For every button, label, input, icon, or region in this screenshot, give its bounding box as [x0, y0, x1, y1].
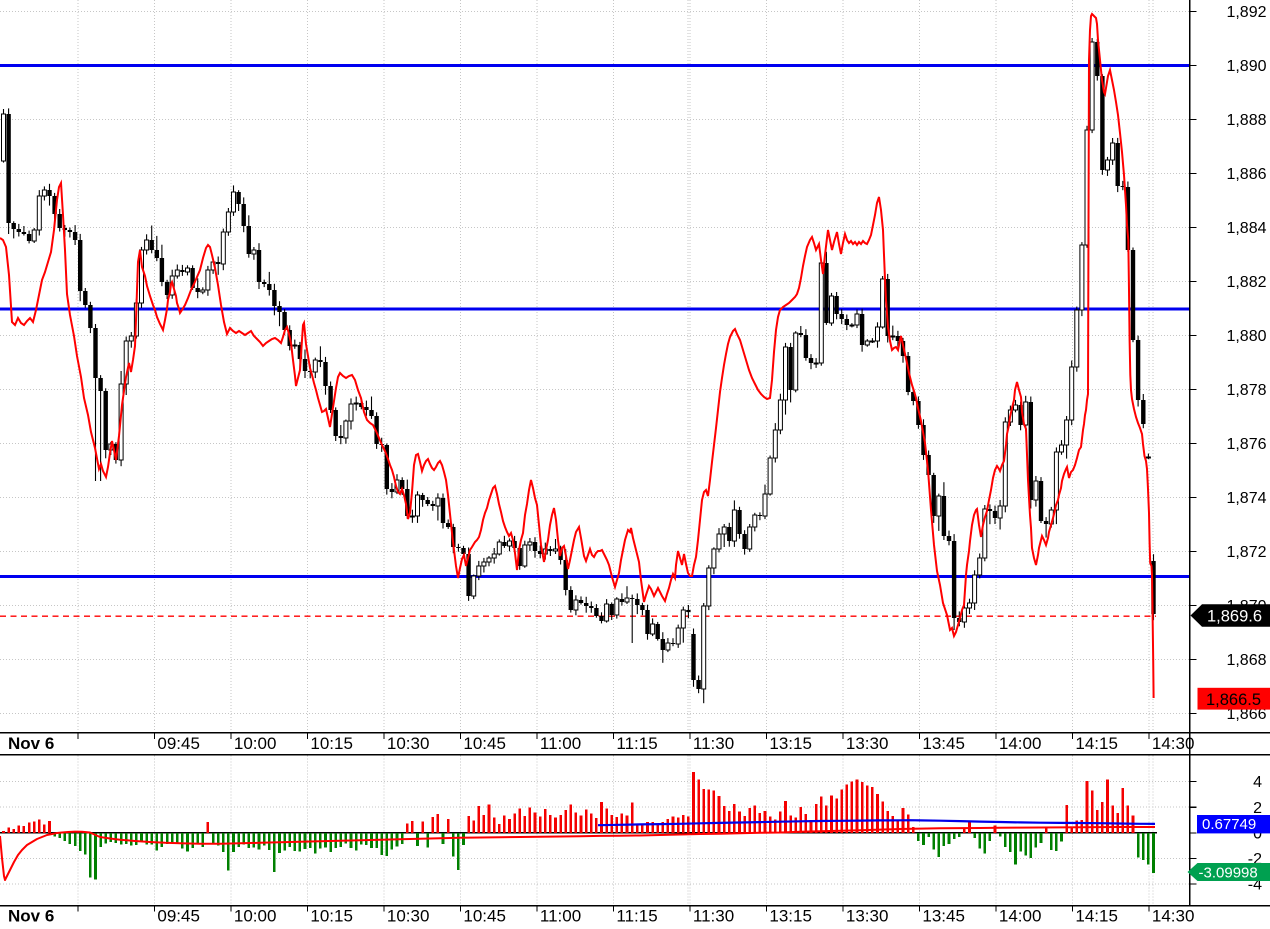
svg-text:14:30: 14:30	[1152, 907, 1195, 925]
svg-text:11:00: 11:00	[540, 907, 581, 925]
svg-text:13:30: 13:30	[846, 907, 889, 925]
svg-text:10:00: 10:00	[234, 734, 277, 753]
svg-text:1,886: 1,886	[1226, 166, 1266, 183]
svg-text:11:15: 11:15	[616, 734, 657, 753]
svg-text:10:45: 10:45	[463, 907, 506, 925]
svg-text:1,872: 1,872	[1226, 544, 1266, 561]
svg-text:11:30: 11:30	[693, 907, 734, 925]
svg-text:13:15: 13:15	[769, 907, 812, 925]
svg-text:13:30: 13:30	[846, 734, 889, 753]
svg-text:14:30: 14:30	[1152, 734, 1195, 753]
svg-text:2: 2	[1253, 800, 1262, 817]
svg-text:11:00: 11:00	[540, 734, 581, 753]
svg-text:1,869.6: 1,869.6	[1207, 608, 1262, 626]
svg-text:10:00: 10:00	[234, 907, 277, 925]
svg-text:1,880: 1,880	[1226, 328, 1266, 345]
svg-text:Nov 6: Nov 6	[8, 734, 54, 753]
svg-text:4: 4	[1253, 774, 1262, 791]
svg-text:1,866.5: 1,866.5	[1206, 691, 1261, 709]
svg-text:14:00: 14:00	[999, 734, 1042, 753]
svg-text:10:15: 10:15	[310, 734, 353, 753]
svg-text:1,874: 1,874	[1226, 490, 1266, 507]
svg-text:1,878: 1,878	[1226, 382, 1266, 399]
svg-text:10:30: 10:30	[387, 907, 430, 925]
svg-text:13:15: 13:15	[769, 734, 812, 753]
svg-text:1,884: 1,884	[1226, 220, 1266, 237]
svg-text:09:45: 09:45	[157, 734, 200, 753]
svg-text:0.67749: 0.67749	[1202, 816, 1256, 833]
svg-text:13:45: 13:45	[922, 907, 965, 925]
svg-text:1,882: 1,882	[1226, 274, 1266, 291]
svg-text:11:15: 11:15	[616, 907, 657, 925]
svg-text:10:30: 10:30	[387, 734, 430, 753]
svg-text:10:45: 10:45	[463, 734, 506, 753]
svg-text:14:00: 14:00	[999, 907, 1042, 925]
svg-text:Nov 6: Nov 6	[8, 907, 54, 925]
svg-text:14:15: 14:15	[1075, 734, 1118, 753]
svg-text:11:30: 11:30	[693, 734, 734, 753]
svg-text:13:45: 13:45	[922, 734, 965, 753]
svg-text:1,890: 1,890	[1226, 58, 1266, 75]
svg-text:1,892: 1,892	[1226, 4, 1266, 21]
svg-text:1,876: 1,876	[1226, 436, 1266, 453]
svg-text:10:15: 10:15	[310, 907, 353, 925]
svg-text:1,868: 1,868	[1226, 652, 1266, 669]
svg-text:14:15: 14:15	[1075, 907, 1118, 925]
svg-text:09:45: 09:45	[157, 907, 200, 925]
svg-text:-3.09998: -3.09998	[1199, 865, 1258, 882]
svg-text:1,888: 1,888	[1226, 112, 1266, 129]
